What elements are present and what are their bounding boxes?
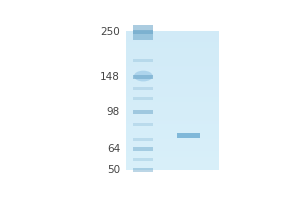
Bar (134, 59, 153, 62)
Text: 250: 250 (100, 27, 120, 37)
Bar (134, 30, 153, 34)
Text: 64: 64 (107, 144, 120, 154)
Ellipse shape (134, 71, 153, 81)
Bar (134, 147, 153, 151)
Bar (134, 75, 153, 79)
Bar (134, 25, 153, 40)
Bar (134, 97, 153, 100)
Bar (134, 138, 153, 141)
Text: 98: 98 (107, 107, 120, 117)
Bar (134, 123, 153, 126)
Bar (177, 133, 200, 138)
Bar (134, 158, 153, 161)
Text: 148: 148 (100, 72, 120, 82)
Text: 50: 50 (107, 165, 120, 175)
Bar (134, 168, 153, 172)
Bar (134, 110, 153, 114)
Bar (134, 87, 153, 90)
Bar (134, 180, 153, 183)
